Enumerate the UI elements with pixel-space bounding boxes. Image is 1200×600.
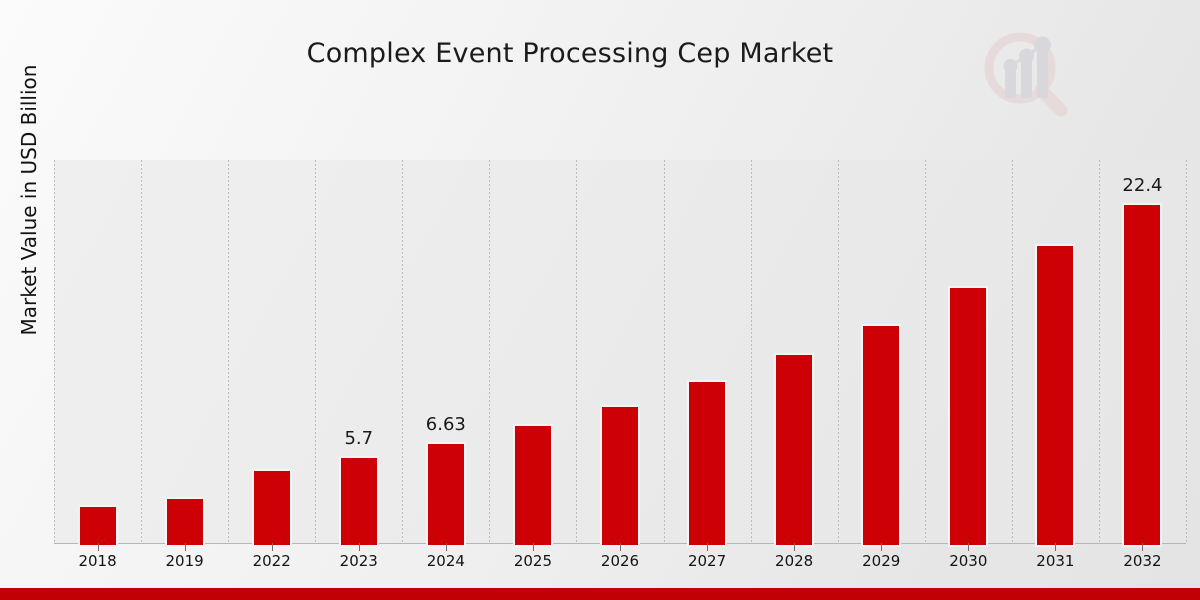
- x-tick-mark-2031: [1055, 543, 1056, 551]
- x-tick-mark-2024: [446, 543, 447, 551]
- bar-2026[interactable]: [600, 405, 640, 547]
- bar-value-label-2023: 5.7: [344, 428, 374, 449]
- x-tick-mark-2025: [533, 543, 534, 551]
- x-tick-mark-2030: [968, 543, 969, 551]
- x-tick-label-2025: 2025: [513, 552, 553, 570]
- x-tick-mark-2022: [272, 543, 273, 551]
- bar-2028[interactable]: [774, 353, 814, 547]
- gridline-vertical: [54, 160, 55, 543]
- bar-2023[interactable]: [339, 456, 379, 547]
- bar-2025[interactable]: [513, 424, 553, 547]
- gridline-vertical: [925, 160, 926, 543]
- x-tick-mark-2027: [707, 543, 708, 551]
- x-tick-label-2031: 2031: [1036, 552, 1075, 570]
- gridline-vertical: [751, 160, 752, 543]
- bar-2018[interactable]: [78, 505, 118, 547]
- x-tick-mark-2032: [1142, 543, 1143, 551]
- y-axis-title: Market Value in USD Billion: [17, 64, 41, 336]
- x-tick-label-2028: 2028: [775, 552, 814, 570]
- bar-2031[interactable]: [1035, 244, 1075, 547]
- x-tick-label-2030: 2030: [949, 552, 988, 570]
- gridline-vertical: [576, 160, 577, 543]
- bar-2022[interactable]: [252, 469, 292, 547]
- bar-value-label-2024: 6.63: [425, 414, 466, 435]
- footer-band: [0, 588, 1200, 600]
- gridline-vertical: [228, 160, 229, 543]
- x-tick-label-2024: 2024: [426, 552, 465, 570]
- x-tick-mark-2026: [620, 543, 621, 551]
- x-tick-label-2023: 2023: [339, 552, 378, 570]
- gridline-vertical: [1099, 160, 1100, 543]
- gridline-vertical: [141, 160, 142, 543]
- bar-2032[interactable]: [1122, 203, 1162, 547]
- bar-2030[interactable]: [948, 286, 988, 547]
- x-tick-label-2022: 2022: [252, 552, 291, 570]
- x-tick-label-2027: 2027: [687, 552, 727, 570]
- gridline-vertical: [489, 160, 490, 543]
- x-tick-mark-2018: [98, 543, 99, 551]
- x-tick-label-2032: 2032: [1123, 552, 1162, 570]
- gridline-vertical: [1012, 160, 1013, 543]
- x-tick-mark-2029: [881, 543, 882, 551]
- magnifier-bar-chart-logo-icon: [975, 25, 1070, 120]
- bar-value-label-2032: 22.4: [1122, 175, 1163, 196]
- x-tick-label-2018: 2018: [78, 552, 117, 570]
- gridline-vertical: [838, 160, 839, 543]
- x-tick-label-2029: 2029: [862, 552, 901, 570]
- bar-2029[interactable]: [861, 324, 901, 547]
- x-tick-mark-2023: [359, 543, 360, 551]
- x-tick-label-2026: 2026: [600, 552, 640, 570]
- gridline-vertical: [664, 160, 665, 543]
- bar-2027[interactable]: [687, 380, 727, 547]
- bar-2024[interactable]: [426, 442, 466, 547]
- gridline-vertical: [315, 160, 316, 543]
- gridline-vertical: [402, 160, 403, 543]
- x-tick-mark-2028: [794, 543, 795, 551]
- x-tick-mark-2019: [185, 543, 186, 551]
- bar-2019[interactable]: [165, 497, 205, 547]
- x-tick-label-2019: 2019: [165, 552, 204, 570]
- page-title: Complex Event Processing Cep Market: [306, 38, 834, 69]
- gridline-vertical: [1186, 160, 1187, 543]
